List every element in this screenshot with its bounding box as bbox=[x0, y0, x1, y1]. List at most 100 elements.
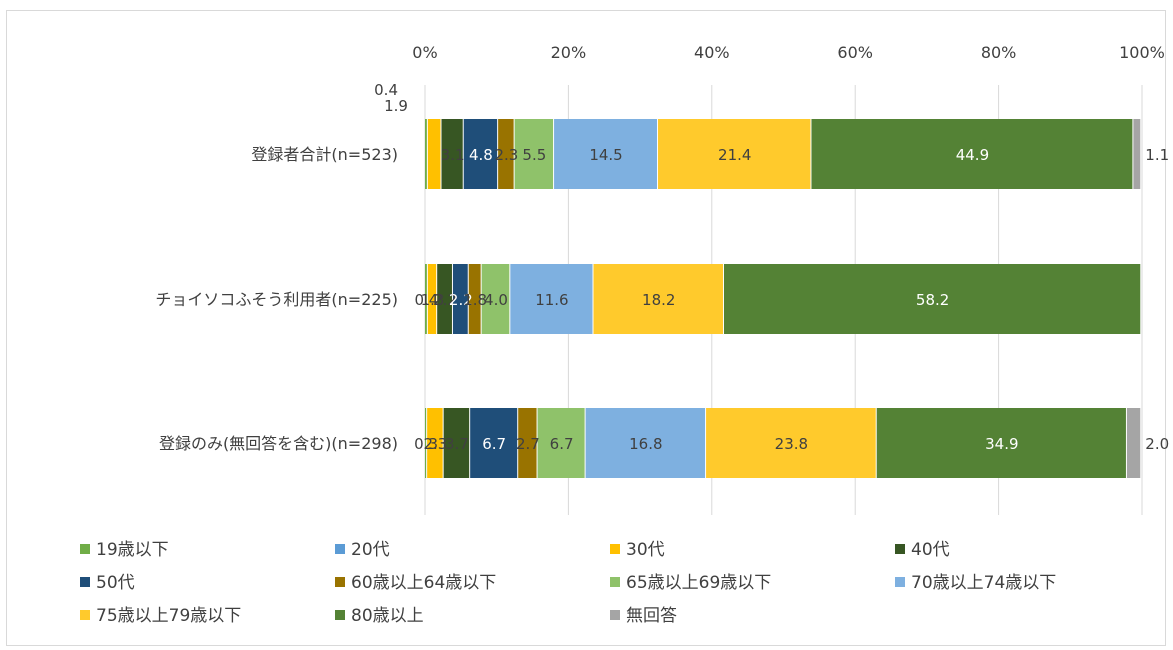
data-label: 14.5 bbox=[589, 146, 622, 164]
bar-segment bbox=[537, 408, 585, 478]
bar-segment bbox=[585, 408, 706, 478]
legend-item: 70歳以上74歳以下 bbox=[895, 573, 1056, 593]
legend: 19歳以下 20代 30代 40代 50代 60歳以上64歳以下 65歳以上69歳以下 70歳… bbox=[80, 540, 1056, 626]
data-label: 2.3 bbox=[494, 146, 518, 164]
bar-segment bbox=[811, 119, 1133, 189]
bar-segment bbox=[425, 264, 427, 334]
data-label: 2.7 bbox=[516, 435, 540, 453]
category-label: 登録者合計(n=523) bbox=[251, 145, 398, 164]
legend-label: 65歳以上69歳以下 bbox=[626, 573, 771, 593]
bar-segment bbox=[554, 119, 658, 189]
legend-swatch bbox=[80, 610, 90, 620]
data-label: 0.4 bbox=[374, 81, 398, 99]
data-label: 1.1 bbox=[1145, 146, 1169, 164]
data-label: 2.2 bbox=[433, 291, 457, 309]
legend-label: 20代 bbox=[351, 540, 390, 560]
bar-segment bbox=[468, 264, 481, 334]
legend-swatch bbox=[80, 577, 90, 587]
data-label: 18.2 bbox=[642, 291, 675, 309]
legend-swatch bbox=[610, 610, 620, 620]
bar-segment bbox=[463, 119, 498, 189]
bar-segment bbox=[658, 119, 811, 189]
legend-swatch bbox=[80, 544, 90, 554]
legend-swatch bbox=[335, 577, 345, 587]
legend-item: 60歳以上64歳以下 bbox=[335, 573, 496, 593]
category-label: チョイソコふそう利用者(n=225) bbox=[155, 290, 398, 309]
data-label: 2.3 bbox=[423, 435, 447, 453]
data-label: 1.8 bbox=[463, 291, 487, 309]
data-label: 21.4 bbox=[718, 146, 751, 164]
x-tick-label: 80% bbox=[981, 43, 1017, 62]
data-label: 1.9 bbox=[384, 97, 408, 115]
data-label: 23.8 bbox=[775, 435, 808, 453]
legend-label: 30代 bbox=[626, 540, 665, 560]
data-label: 2.2 bbox=[449, 291, 473, 309]
data-label: 3.7 bbox=[445, 435, 469, 453]
data-label: 5.5 bbox=[522, 146, 546, 164]
data-label: 0.3 bbox=[414, 435, 438, 453]
bar-segment bbox=[441, 119, 463, 189]
legend-label: 19歳以下 bbox=[96, 540, 169, 560]
bar-segment bbox=[876, 408, 1126, 478]
bar-segment bbox=[518, 408, 537, 478]
legend-item: 40代 bbox=[895, 540, 950, 560]
data-label: 3.1 bbox=[441, 146, 465, 164]
legend-swatch bbox=[895, 544, 905, 554]
bar-segment bbox=[425, 119, 427, 189]
legend-label: 40代 bbox=[911, 540, 950, 560]
legend-label: 75歳以上79歳以下 bbox=[96, 606, 241, 626]
legend-label: 60歳以上64歳以下 bbox=[351, 573, 496, 593]
legend-item: 30代 bbox=[610, 540, 665, 560]
category-label: 登録のみ(無回答を含む)(n=298) bbox=[159, 434, 398, 453]
bar-segment bbox=[1126, 408, 1141, 478]
data-labels: 0.41.93.1 4.8 2.3 5.5 14.5 21.4 44.9 1.10.41.32… bbox=[374, 81, 1169, 453]
data-label: 2.0 bbox=[1145, 435, 1169, 453]
legend-label: 無回答 bbox=[626, 606, 677, 626]
bar-segment bbox=[514, 119, 554, 189]
data-label: 44.9 bbox=[956, 146, 989, 164]
data-label: 34.9 bbox=[985, 435, 1018, 453]
data-label: 0.4 bbox=[415, 291, 439, 309]
legend-label: 50代 bbox=[96, 573, 135, 593]
data-label: 58.2 bbox=[916, 291, 949, 309]
bar-segment bbox=[1133, 119, 1141, 189]
bar-segment bbox=[427, 119, 441, 189]
bar-segment bbox=[437, 264, 452, 334]
legend-item: 80歳以上 bbox=[335, 606, 424, 626]
x-tick-label: 0% bbox=[412, 43, 437, 62]
data-label: 6.7 bbox=[482, 435, 506, 453]
bar-segment bbox=[425, 408, 427, 478]
bar-segment bbox=[443, 408, 470, 478]
legend-item: 無回答 bbox=[610, 606, 677, 626]
bar-segment bbox=[723, 264, 1141, 334]
data-label: 1.3 bbox=[421, 291, 445, 309]
bar-segment bbox=[470, 408, 518, 478]
bar-segment bbox=[498, 119, 514, 189]
bar-segment bbox=[481, 264, 510, 334]
bar-segment bbox=[427, 264, 437, 334]
x-tick-label: 100% bbox=[1119, 43, 1165, 62]
legend-swatch bbox=[335, 544, 345, 554]
legend-swatch bbox=[610, 544, 620, 554]
legend-label: 80歳以上 bbox=[351, 606, 424, 626]
data-label: 11.6 bbox=[535, 291, 568, 309]
legend-item: 19歳以下 bbox=[80, 540, 169, 560]
bar-segment bbox=[706, 408, 876, 478]
legend-item: 50代 bbox=[80, 573, 135, 593]
x-tick-label: 60% bbox=[837, 43, 873, 62]
data-label: 4.8 bbox=[469, 146, 493, 164]
bar-segment bbox=[510, 264, 593, 334]
x-tick-label: 20% bbox=[551, 43, 587, 62]
legend-swatch bbox=[610, 577, 620, 587]
legend-item: 20代 bbox=[335, 540, 390, 560]
legend-item: 75歳以上79歳以下 bbox=[80, 606, 241, 626]
legend-item: 65歳以上69歳以下 bbox=[610, 573, 771, 593]
legend-swatch bbox=[895, 577, 905, 587]
data-label: 6.7 bbox=[550, 435, 574, 453]
x-tick-labels: 0% 20% 40% 60% 80% 100% bbox=[412, 43, 1165, 62]
bar-segment bbox=[452, 264, 468, 334]
data-label: 4.0 bbox=[484, 291, 508, 309]
legend-swatch bbox=[335, 610, 345, 620]
x-tick-label: 40% bbox=[694, 43, 730, 62]
